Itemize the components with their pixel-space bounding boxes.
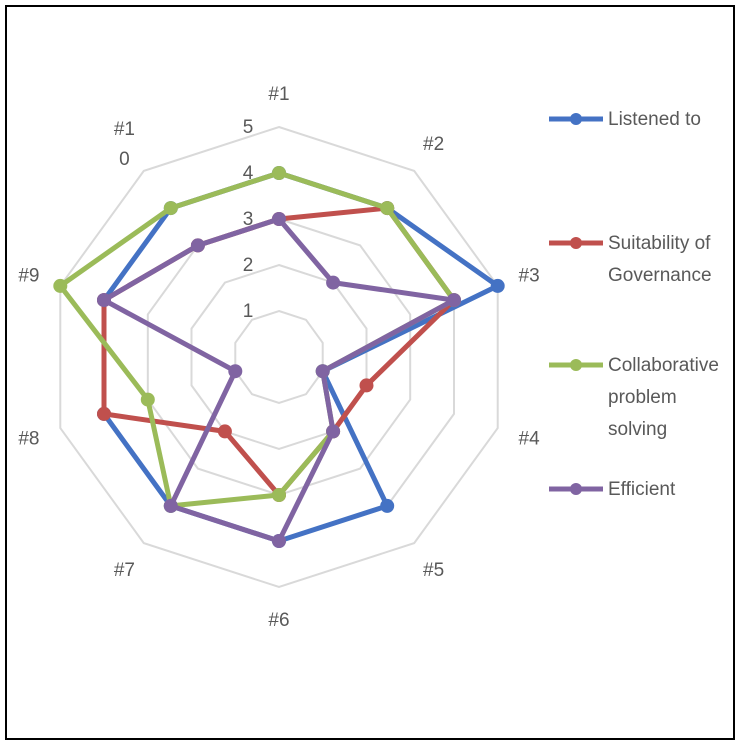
data-point (272, 166, 286, 180)
category-label: #8 (18, 428, 39, 449)
series-layer (53, 166, 505, 548)
data-point (326, 275, 341, 290)
gridline-ring-5 (59, 125, 499, 589)
tick-label: 2 (243, 255, 254, 276)
category-label: #9 (18, 266, 39, 287)
gridline-ring-2 (190, 263, 368, 451)
legend-swatch-icon (549, 237, 603, 249)
data-point (163, 201, 178, 216)
legend-swatch-icon (549, 359, 603, 371)
category-label: #4 (519, 428, 541, 449)
data-point (359, 378, 374, 393)
category-label: #7 (114, 560, 135, 581)
data-point (53, 278, 68, 293)
data-point (380, 201, 395, 216)
gridline-ring-1 (234, 309, 324, 405)
category-labels: #1 #2 #3 #4 #5 #6 #7 #8 #9 #1 0 (18, 84, 540, 631)
series-line (101, 170, 501, 544)
gridline-ring-3 (146, 217, 412, 497)
tick-label: 3 (243, 209, 254, 230)
data-point (97, 293, 111, 308)
category-label: #2 (423, 134, 444, 155)
tick-label: 5 (243, 117, 254, 138)
data-point (447, 293, 461, 308)
data-point (272, 488, 286, 502)
category-label: #3 (519, 266, 540, 287)
data-point (380, 498, 395, 513)
data-point (190, 238, 205, 253)
category-label: #5 (423, 560, 444, 581)
data-point (326, 424, 341, 439)
legend-label: Collaborative problem solving (608, 355, 719, 440)
series-4 (97, 212, 461, 548)
legend-label: Efficient (608, 479, 676, 500)
data-point (140, 392, 155, 407)
data-point (217, 424, 232, 439)
category-label: #1 (268, 84, 289, 105)
series-line (101, 205, 457, 498)
data-point (272, 534, 286, 548)
axis-tick-labels: 1 2 3 4 5 (243, 117, 254, 322)
data-point (490, 278, 505, 293)
legend-label: Listened to (608, 109, 701, 130)
data-point (228, 364, 243, 379)
series-1 (97, 166, 505, 548)
tick-label: 4 (243, 163, 254, 184)
series-2 (97, 201, 461, 502)
legend-swatch-icon (549, 483, 603, 495)
category-label: #6 (268, 610, 289, 631)
data-point (97, 406, 111, 421)
data-point (315, 364, 330, 379)
data-point (272, 212, 286, 226)
tick-label: 1 (243, 301, 254, 322)
category-label: #1 0 (114, 119, 135, 170)
series-line (57, 170, 457, 509)
legend-label: Suitability of Governance (608, 233, 712, 286)
legend-swatch-icon (549, 113, 603, 125)
data-point (163, 498, 178, 513)
radar-grid (59, 125, 499, 589)
